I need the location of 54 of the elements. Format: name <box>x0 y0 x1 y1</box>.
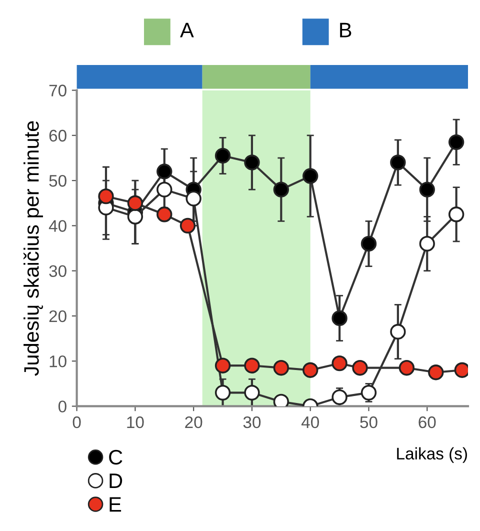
legend-label: E <box>110 497 122 512</box>
x-tick-label: 0 <box>72 416 81 428</box>
point <box>214 148 231 164</box>
point <box>186 190 202 206</box>
point <box>302 168 318 184</box>
point <box>244 358 260 374</box>
point <box>332 310 348 326</box>
y-tick-label: 10 <box>50 355 66 368</box>
point <box>448 134 464 150</box>
y-tick-label: 50 <box>49 174 66 187</box>
point <box>244 384 260 401</box>
y-tick-label: 0 <box>58 400 66 412</box>
point <box>214 384 231 401</box>
x-tick-label: 20 <box>185 416 202 428</box>
point <box>98 188 114 204</box>
point <box>156 182 172 198</box>
y-tick-label: 40 <box>48 220 66 232</box>
point <box>273 360 290 376</box>
y-tick-label: 30 <box>49 265 66 278</box>
text: A <box>180 22 194 38</box>
y-tick-label: 70 <box>49 84 66 96</box>
point <box>127 208 144 224</box>
point <box>244 154 260 170</box>
point <box>127 195 144 211</box>
x-tick-label: 30 <box>243 416 261 428</box>
x-tick-label: 50 <box>360 416 378 428</box>
point <box>390 154 406 170</box>
point <box>302 362 318 378</box>
point <box>390 324 406 340</box>
x-axis-title: Laikas (s) <box>397 447 467 463</box>
point <box>360 384 377 401</box>
point <box>352 360 368 376</box>
point <box>428 364 444 380</box>
point <box>398 360 415 376</box>
x-tick-label: 10 <box>127 416 144 428</box>
point <box>156 206 172 222</box>
text: B <box>340 22 352 38</box>
point <box>156 164 172 180</box>
legend-label: D <box>110 474 122 488</box>
point <box>332 355 348 372</box>
point <box>180 218 196 234</box>
y-tick-label: 20 <box>49 310 66 322</box>
point <box>419 182 435 198</box>
y-tick-label: 60 <box>49 130 66 142</box>
x-tick-label: 60 <box>418 416 436 428</box>
point <box>448 206 464 222</box>
point <box>214 358 231 374</box>
y-axis-title: Judesių skaičius per minute <box>23 121 43 376</box>
legend-label: C <box>109 450 122 465</box>
point <box>273 182 290 198</box>
x-tick-label: 40 <box>301 416 319 428</box>
point <box>360 236 377 252</box>
point <box>332 389 348 406</box>
point <box>419 236 435 252</box>
